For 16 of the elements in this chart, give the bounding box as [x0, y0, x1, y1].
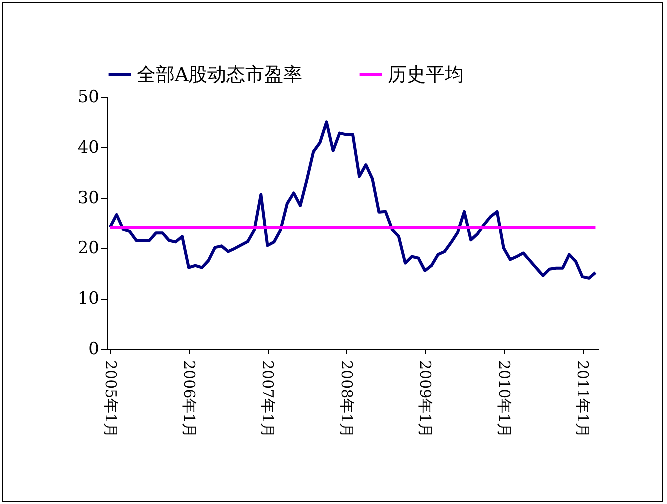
legend-label: 全部A股动态市盈率 [137, 64, 303, 86]
x-tick-label: 2007年1月 [259, 360, 278, 438]
x-tick-label: 2005年1月 [102, 360, 120, 438]
y-tick-label: 40 [78, 138, 100, 158]
x-tick-label: 2009年1月 [416, 360, 435, 438]
x-tick-label: 2008年1月 [338, 360, 356, 438]
y-tick-label: 20 [78, 238, 100, 259]
legend-label: 历史平均 [388, 64, 464, 86]
y-tick-label: 0 [88, 340, 100, 360]
x-tick-label: 2006年1月 [180, 360, 198, 438]
x-tick-label: 2011年1月 [574, 360, 592, 438]
x-tick-label: 2010年1月 [495, 360, 514, 438]
y-tick-label: 50 [78, 88, 100, 108]
line-series [108, 120, 598, 280]
y-tick-label: 30 [78, 188, 100, 208]
y-tick-label: 10 [78, 289, 100, 310]
